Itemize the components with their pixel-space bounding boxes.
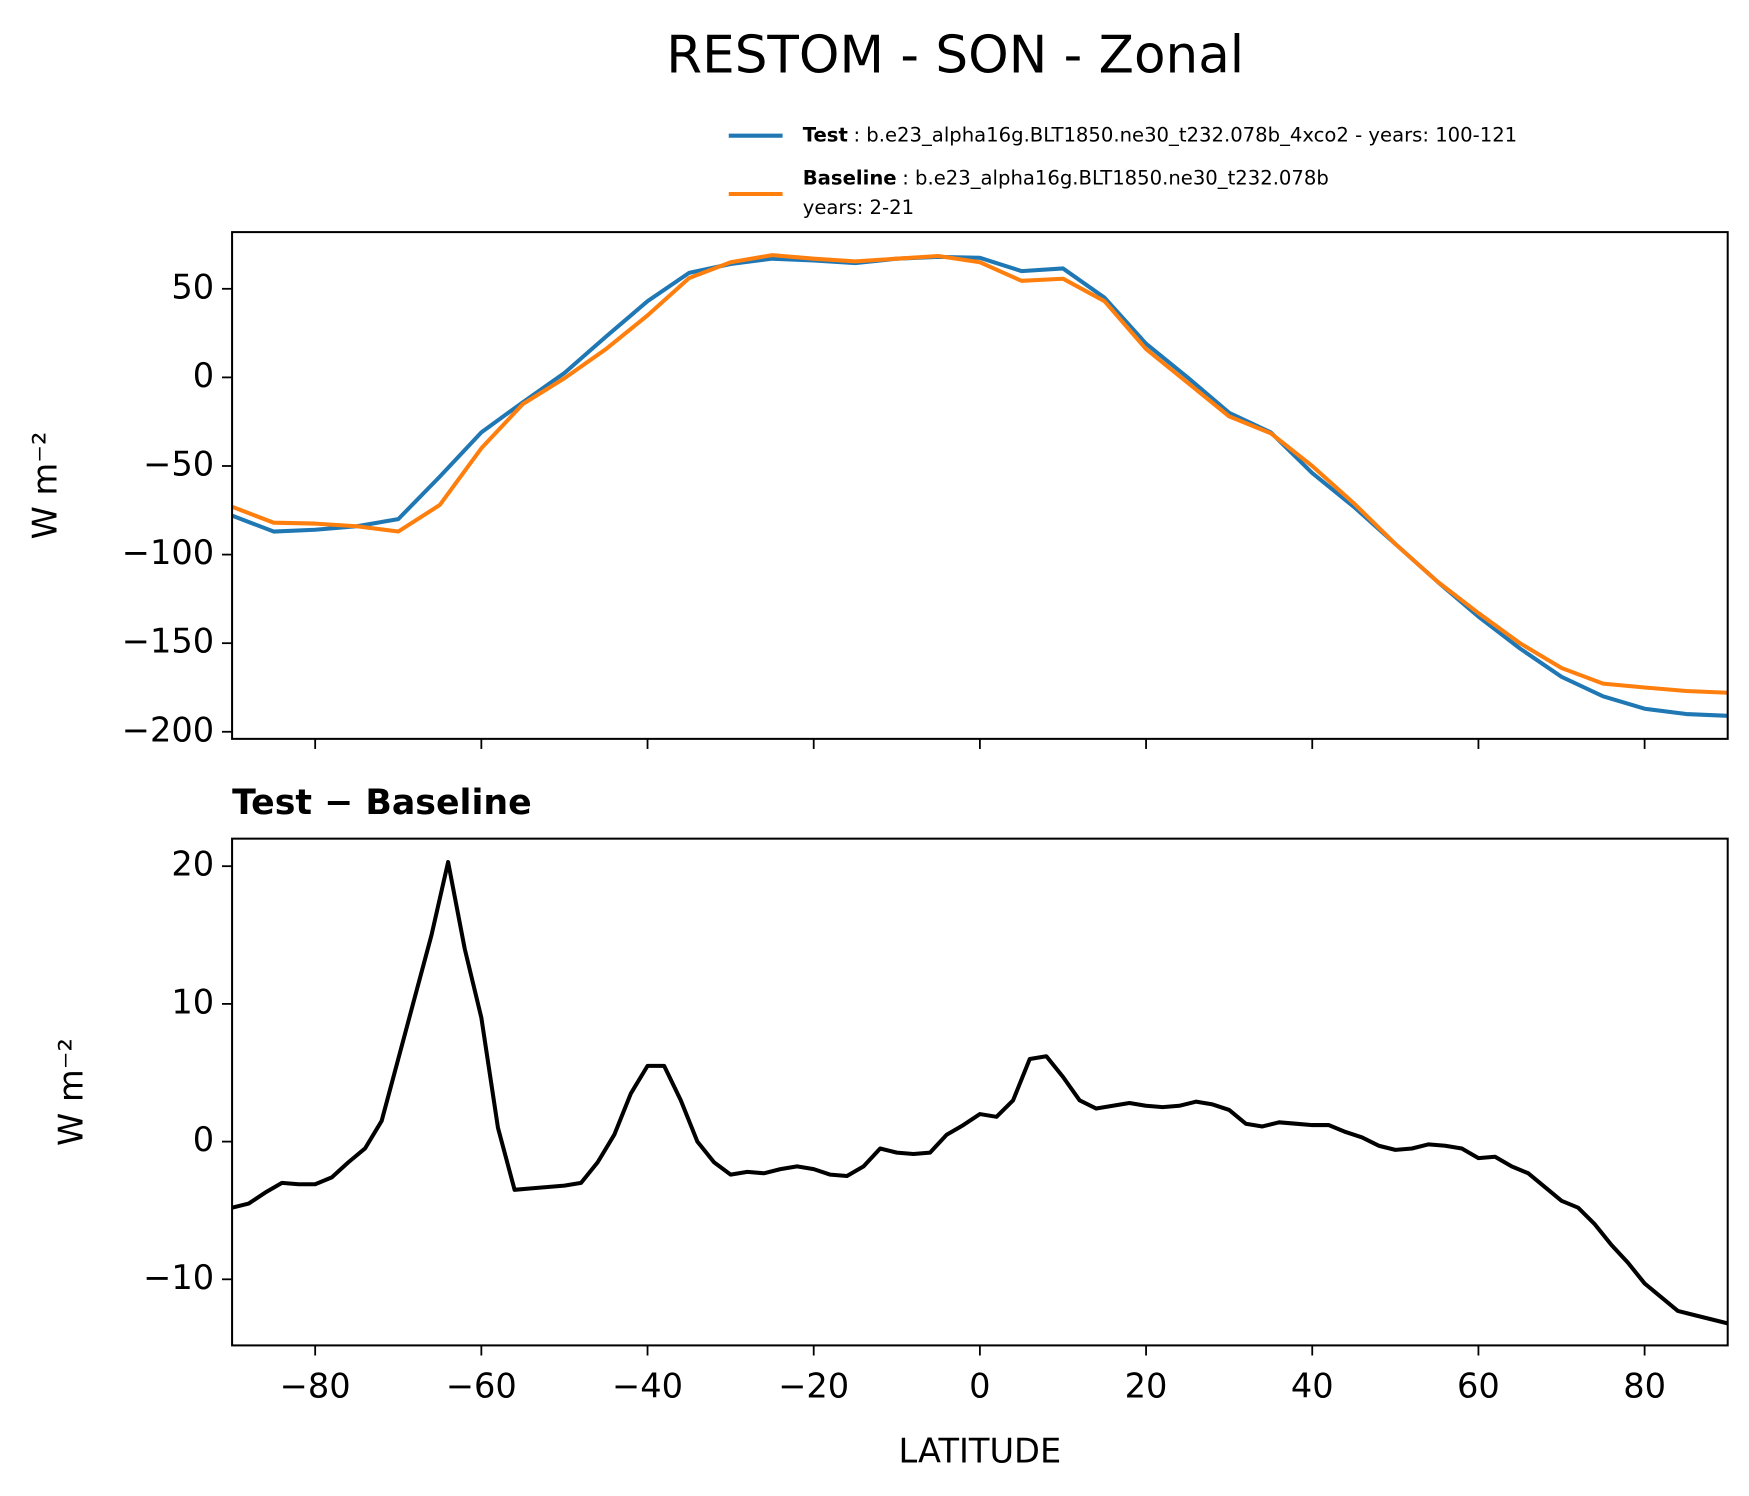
x-tick-label: 0: [969, 1367, 990, 1406]
plot-frame: [231, 231, 1729, 740]
legend-entry: Baseline: b.e23_alpha16g.BLT1850.ne30_t2…: [803, 166, 1329, 189]
series-line: [232, 253, 1728, 695]
x-tick-label: −40: [612, 1367, 683, 1406]
y-tick-label: −200: [122, 710, 214, 749]
x-tick-label: −20: [778, 1367, 849, 1406]
y-tick-label: −50: [143, 444, 214, 483]
x-tick-label: −60: [446, 1367, 517, 1406]
y-tick-label: 0: [193, 1120, 214, 1159]
legend-entry: Test: b.e23_alpha16g.BLT1850.ne30_t232.0…: [803, 123, 1517, 146]
legend-label: : b.e23_alpha16g.BLT1850.ne30_t232.078b_…: [853, 123, 1517, 146]
plot-frame: [231, 837, 1729, 1347]
y-tick-label: 0: [193, 356, 214, 395]
y-tick-label: −10: [143, 1258, 214, 1297]
legend-label-line: years: 2-21: [803, 196, 914, 219]
y-tick-label: 10: [171, 982, 214, 1021]
y-tick-label: 20: [171, 845, 214, 884]
x-tick-label: −80: [280, 1367, 351, 1406]
y-tick-label: 50: [171, 267, 214, 306]
y-axis-label: W m⁻²: [51, 1038, 90, 1146]
y-tick-label: −100: [122, 533, 214, 572]
y-axis-label: W m⁻²: [26, 432, 65, 540]
x-tick-label: 80: [1623, 1367, 1666, 1406]
legend-name: Baseline: [803, 166, 897, 189]
x-axis-label: LATITUDE: [899, 1432, 1062, 1471]
x-tick-label: 20: [1125, 1367, 1168, 1406]
series-line: [232, 254, 1728, 718]
legend-label: : b.e23_alpha16g.BLT1850.ne30_t232.078b: [902, 166, 1329, 189]
subplot-title: Test − Baseline: [232, 783, 532, 823]
figure-title: RESTOM - SON - Zonal: [666, 25, 1244, 85]
series-line: [232, 860, 1728, 1326]
x-tick-label: 60: [1457, 1367, 1500, 1406]
y-tick-label: −150: [122, 622, 214, 661]
legend-name: Test: [803, 123, 848, 146]
x-tick-label: 40: [1291, 1367, 1334, 1406]
